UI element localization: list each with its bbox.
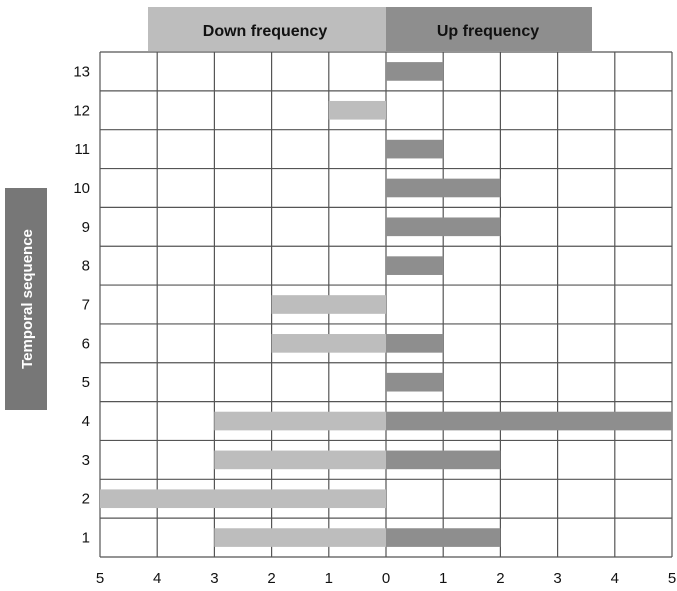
x-tick-label: 5	[668, 570, 676, 587]
down-bar-12	[328, 100, 386, 120]
up-bar-3	[386, 450, 501, 470]
x-tick-label: 2	[496, 570, 504, 587]
up-frequency-header	[386, 7, 592, 51]
y-tick-label: 12	[73, 102, 90, 119]
y-tick-label: 10	[73, 180, 90, 197]
x-tick-label: 2	[267, 570, 275, 587]
y-axis-label: Temporal sequence	[19, 229, 36, 369]
x-tick-label: 3	[553, 570, 561, 587]
x-tick-labels: 5 4 3 2 1 0 1 2 3 4 5	[96, 570, 676, 587]
y-tick-label: 4	[82, 413, 90, 430]
up-bar-13	[386, 62, 444, 81]
y-tick-label: 11	[74, 141, 90, 158]
down-bar-4	[214, 411, 386, 431]
y-tick-label: 1	[82, 530, 90, 547]
down-frequency-header	[148, 7, 386, 51]
y-tick-label: 9	[82, 219, 90, 236]
y-tick-label: 3	[82, 452, 90, 469]
down-bar-7	[271, 295, 386, 314]
down-frequency-label: Down frequency	[203, 23, 328, 40]
y-tick-label: 6	[82, 335, 90, 352]
bars-layer	[100, 62, 672, 547]
x-tick-label: 4	[611, 570, 619, 587]
y-tick-label: 5	[82, 374, 90, 391]
y-tick-label: 7	[82, 297, 90, 314]
up-bar-9	[386, 217, 501, 237]
up-bar-8	[386, 256, 444, 275]
up-bar-10	[386, 178, 501, 198]
y-axis-label-box	[5, 188, 47, 410]
down-bar-2	[100, 489, 386, 509]
up-bar-5	[386, 372, 444, 392]
x-tick-label: 3	[210, 570, 218, 587]
down-bar-6	[271, 334, 386, 353]
x-tick-label: 1	[325, 570, 333, 587]
down-bar-1	[214, 528, 386, 547]
up-frequency-label: Up frequency	[437, 23, 539, 40]
up-bar-1	[386, 528, 501, 547]
x-tick-label: 5	[96, 570, 104, 587]
x-tick-label: 0	[382, 570, 390, 587]
x-tick-label: 1	[439, 570, 447, 587]
x-tick-label: 4	[153, 570, 161, 587]
down-bar-3	[214, 450, 386, 470]
up-bar-4	[386, 411, 672, 431]
up-bar-11	[386, 139, 444, 159]
y-tick-label: 13	[73, 63, 90, 80]
y-tick-label: 2	[82, 491, 90, 508]
y-tick-label: 8	[82, 258, 90, 275]
up-bar-6	[386, 334, 444, 353]
